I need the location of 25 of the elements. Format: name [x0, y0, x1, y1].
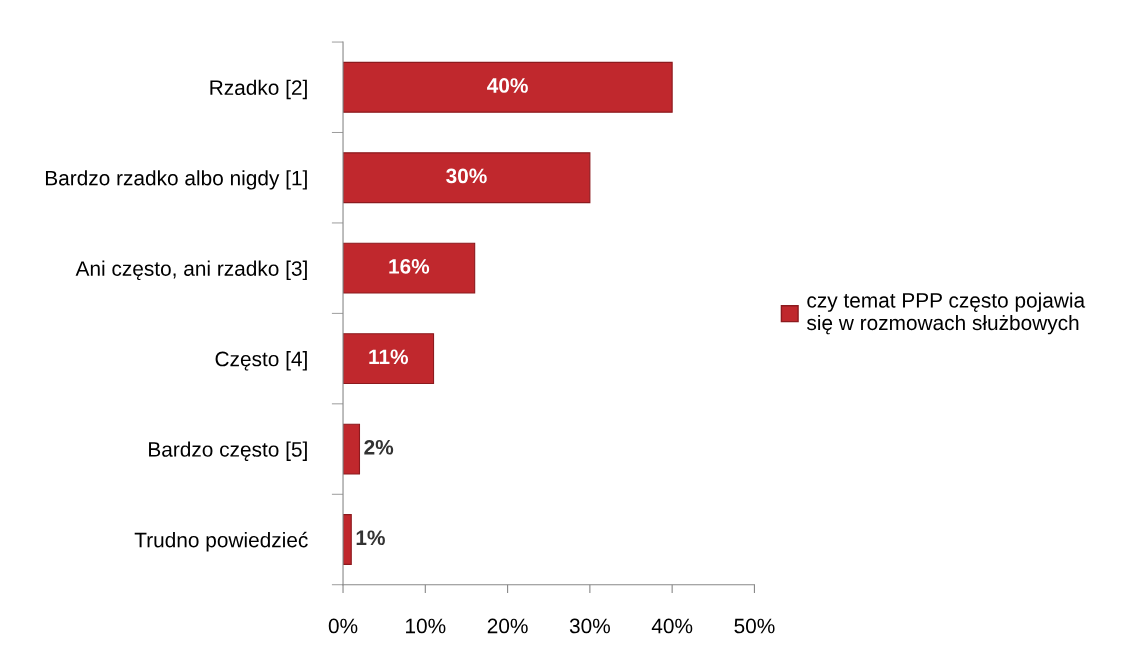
x-tick-label: 20% — [487, 618, 528, 634]
legend-label: czy temat PPP często pojawia się w rozmowach służbowych — [806, 292, 1086, 335]
data-label: 1% — [356, 530, 385, 546]
data-label: 16% — [389, 259, 430, 274]
bar — [343, 333, 435, 385]
bar — [343, 152, 591, 204]
y-tick-label: Ani często, ani rzadko [3] — [75, 260, 307, 281]
bar — [343, 514, 352, 565]
x-tick-label: 10% — [406, 618, 446, 634]
data-label: 2% — [364, 439, 394, 455]
y-tick-label: Często [4] — [215, 351, 307, 371]
x-tick-label: 40% — [651, 618, 693, 634]
data-label: 11% — [369, 349, 409, 365]
bar — [343, 61, 673, 113]
bar — [343, 242, 476, 294]
y-tick-label: Bardzo często [5] — [149, 441, 307, 461]
x-tick-label: 30% — [569, 618, 610, 634]
data-label: 30% — [446, 168, 487, 184]
data-label: 40% — [487, 78, 528, 93]
y-tick-label: Bardzo rzadko albo nigdy [1] — [45, 170, 307, 190]
x-tick-label: 0% — [328, 618, 358, 634]
x-tick-label: 50% — [734, 618, 775, 634]
y-tick-label: Rzadko [2] — [210, 79, 307, 100]
bar — [343, 423, 361, 475]
y-tick-label: Trudno powiedzieć — [134, 531, 308, 552]
